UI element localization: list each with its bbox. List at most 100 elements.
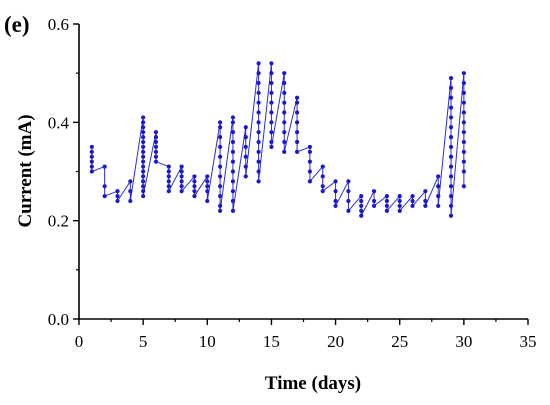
data-point <box>448 193 454 199</box>
data-point <box>205 198 210 204</box>
data-point <box>294 120 300 125</box>
data-point <box>153 154 159 159</box>
data-point <box>359 198 364 204</box>
data-point <box>461 110 466 115</box>
data-point <box>230 130 236 135</box>
data-point <box>89 144 94 150</box>
data-point <box>333 179 338 184</box>
data-point <box>371 203 377 209</box>
data-point <box>218 134 223 140</box>
data-point <box>461 130 466 135</box>
data-point <box>294 110 300 115</box>
data-point <box>333 189 338 194</box>
data-point <box>461 100 466 105</box>
data-point <box>205 184 210 189</box>
data-point <box>269 139 274 145</box>
data-point <box>89 149 94 154</box>
data-point <box>448 164 454 169</box>
data-point <box>115 193 120 199</box>
data-point <box>141 169 146 174</box>
data-point <box>166 184 171 189</box>
data-point <box>436 203 441 209</box>
data-point <box>461 71 466 76</box>
data-point <box>307 159 313 164</box>
data-point <box>282 71 287 76</box>
data-point <box>384 208 389 213</box>
data-point <box>461 159 466 164</box>
data-point <box>102 184 107 189</box>
data-point <box>192 193 197 199</box>
data-point <box>320 174 325 179</box>
data-point <box>256 169 261 174</box>
data-point <box>89 164 94 169</box>
data-point <box>205 179 210 184</box>
data-point <box>333 203 338 209</box>
data-point <box>448 105 454 110</box>
data-point <box>436 193 441 199</box>
data-point <box>89 159 94 164</box>
data-point <box>141 159 146 164</box>
data-point <box>218 120 223 125</box>
data-point <box>320 164 325 169</box>
data-point <box>115 189 120 194</box>
data-point <box>128 189 133 194</box>
data-point <box>461 184 466 189</box>
data-point <box>448 95 454 100</box>
data-point <box>461 90 466 95</box>
x-axis-title: Time (days) <box>265 373 361 394</box>
y-tick-label: 0.2 <box>48 212 69 231</box>
data-point <box>346 198 351 204</box>
data-point <box>141 179 146 184</box>
data-point <box>397 193 402 199</box>
data-point <box>448 174 454 179</box>
data-point <box>256 110 261 115</box>
data-point <box>384 193 389 199</box>
y-tick-label: 0.4 <box>48 113 70 132</box>
data-point <box>448 134 454 140</box>
data-point <box>230 179 236 184</box>
data-point <box>282 120 287 125</box>
data-point <box>153 139 159 145</box>
data-point <box>410 193 415 199</box>
data-point <box>269 90 274 95</box>
data-point <box>141 189 146 194</box>
data-point <box>179 164 184 169</box>
data-point <box>346 189 351 194</box>
data-point <box>346 179 351 184</box>
data-point <box>230 159 236 164</box>
data-point <box>141 134 146 140</box>
data-point <box>153 130 159 135</box>
data-point <box>256 179 261 184</box>
data-point <box>230 198 236 204</box>
data-point <box>192 179 197 184</box>
data-point <box>192 174 197 179</box>
data-point <box>179 169 184 174</box>
data-point <box>192 184 197 189</box>
data-point <box>243 144 248 150</box>
data-point <box>230 149 236 154</box>
data-point <box>179 189 184 194</box>
data-point <box>371 198 377 204</box>
data-point <box>269 144 274 150</box>
data-point <box>115 198 120 204</box>
data-point <box>218 144 223 150</box>
data-point <box>230 115 236 120</box>
data-point <box>333 198 338 204</box>
data-point <box>448 75 454 81</box>
data-point <box>269 130 274 135</box>
x-tick-label: 30 <box>455 332 472 351</box>
data-point <box>294 130 300 135</box>
data-point <box>102 164 107 169</box>
data-point <box>294 100 300 105</box>
data-point <box>256 71 261 76</box>
data-point <box>397 198 402 204</box>
data-point <box>282 100 287 105</box>
data-point <box>307 169 313 174</box>
data-point <box>141 154 146 159</box>
panel-label: (e) <box>4 12 30 37</box>
x-tick-label: 35 <box>520 332 537 351</box>
data-point <box>448 184 454 189</box>
data-point <box>153 159 159 164</box>
data-point <box>307 149 313 154</box>
data-point <box>294 149 300 154</box>
